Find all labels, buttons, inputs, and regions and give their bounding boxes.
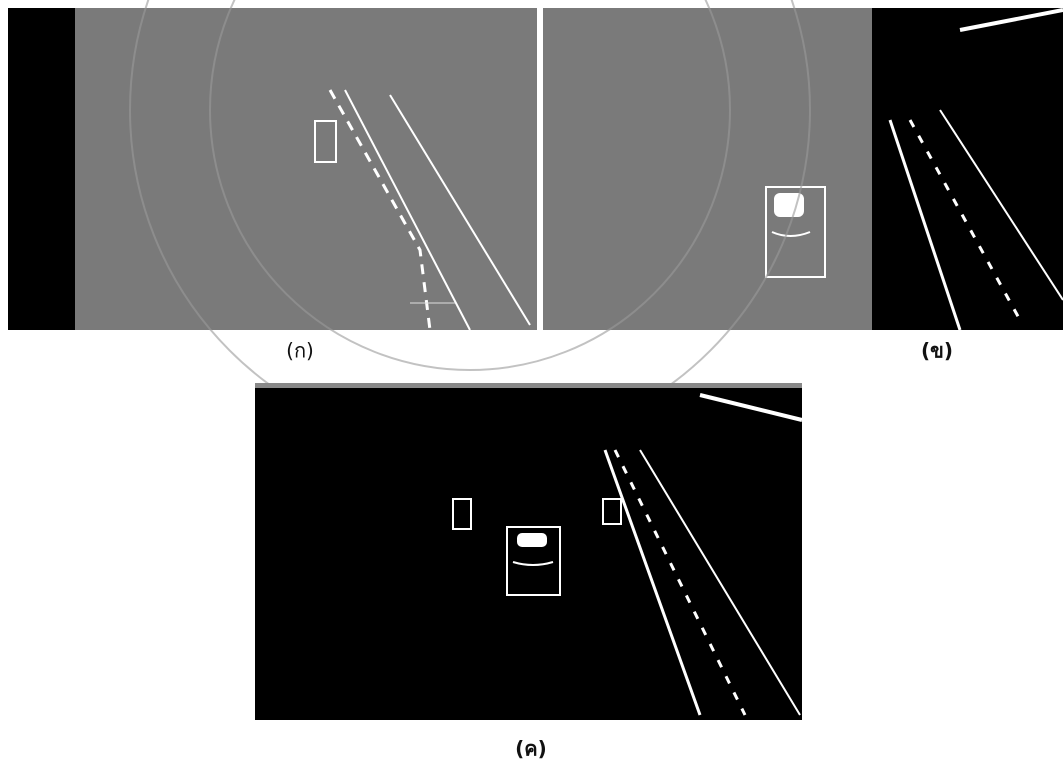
top-border (255, 383, 802, 388)
image-b (543, 8, 1063, 330)
vehicle (517, 533, 547, 547)
black-region (8, 8, 75, 330)
image-c (255, 383, 802, 720)
caption: (ก) (286, 339, 314, 363)
caption: (ข) (921, 339, 953, 363)
gray-region (75, 8, 537, 330)
caption: (ค) (515, 737, 547, 761)
page: (ก) (ข) (ค) (() => { const data = JSON.p… (0, 0, 1063, 767)
figure: (ก) (ข) (ค) (0, 0, 1063, 767)
black-region (255, 383, 802, 720)
divider (537, 8, 543, 330)
image-a (8, 8, 537, 330)
black-region (872, 8, 1063, 330)
gray-region (543, 8, 872, 330)
